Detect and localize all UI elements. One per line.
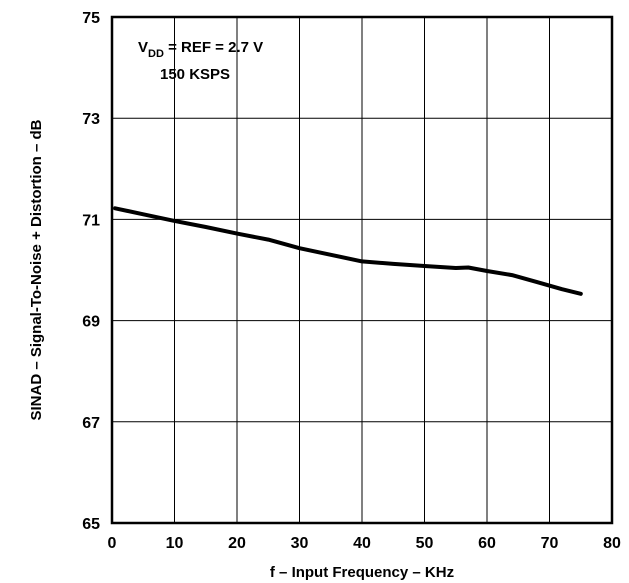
grid-lines <box>111 16 613 524</box>
x-tick-label-10: 10 <box>166 535 184 552</box>
y-axis-label: SINAD – Signal-To-Noise + Distortion – d… <box>28 119 45 420</box>
x-axis-label: f – Input Frequency – KHz <box>270 564 454 581</box>
data-series <box>113 206 583 296</box>
x-tick-label-80: 80 <box>603 535 621 552</box>
x-tick-label-20: 20 <box>228 535 246 552</box>
annotation-v-rest: = REF = 2.7 V <box>164 39 263 56</box>
condition-annotation: VDD = REF = 2.7 V 150 KSPS <box>138 39 263 83</box>
x-tick-label-70: 70 <box>541 535 559 552</box>
x-tick-label-50: 50 <box>416 535 434 552</box>
x-tick-labels: 0 10 20 30 40 50 60 70 80 <box>108 535 621 552</box>
annotation-supply-line: VDD = REF = 2.7 V <box>138 39 263 60</box>
y-tick-label-75: 75 <box>82 10 100 27</box>
x-tick-label-0: 0 <box>108 535 117 552</box>
x-tick-label-30: 30 <box>291 535 309 552</box>
y-tick-label-71: 71 <box>82 212 100 229</box>
y-tick-label-65: 65 <box>82 516 100 533</box>
annotation-v-symbol: V <box>138 39 148 56</box>
y-tick-label-67: 67 <box>82 415 100 432</box>
y-tick-label-73: 73 <box>82 111 100 128</box>
annotation-v-subscript: DD <box>148 48 164 60</box>
y-tick-labels: 65 67 69 71 73 75 <box>82 10 100 533</box>
plot-frame <box>110 15 614 525</box>
x-tick-label-60: 60 <box>478 535 496 552</box>
series-line-0 <box>113 206 583 296</box>
y-tick-label-69: 69 <box>82 314 100 331</box>
x-tick-label-40: 40 <box>353 535 371 552</box>
annotation-sample-rate: 150 KSPS <box>160 66 230 83</box>
